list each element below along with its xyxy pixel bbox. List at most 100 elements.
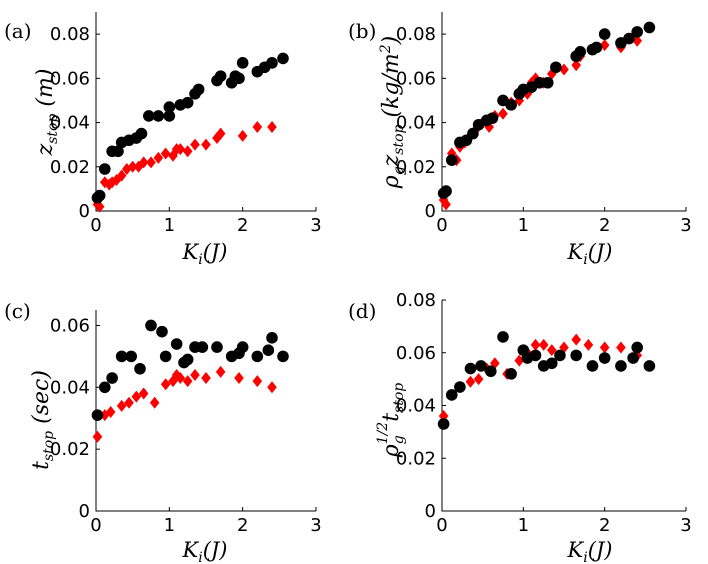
data-point-circle (631, 26, 643, 38)
y-tick-label: 0 (79, 501, 90, 522)
data-point-diamond (201, 372, 211, 385)
data-point-circle (529, 349, 542, 362)
data-point-diamond (559, 63, 569, 76)
x-tick-label: 2 (599, 515, 610, 536)
data-point-circle (475, 360, 487, 372)
data-point-diamond (138, 156, 149, 169)
data-point-circle (163, 110, 176, 122)
data-point-circle (623, 32, 635, 45)
y-tick-label: 0 (79, 201, 90, 222)
data-point-diamond (465, 375, 476, 388)
panel-label: (d) (348, 299, 376, 323)
x-tick-label: 1 (164, 215, 175, 236)
data-point-diamond (190, 138, 200, 151)
data-point-circle (196, 341, 209, 353)
y-tick-label: 0.04 (50, 377, 90, 398)
data-point-diamond (571, 333, 581, 346)
data-point-circle (586, 360, 599, 372)
panel-label: (a) (4, 19, 32, 43)
data-point-diamond (237, 129, 248, 142)
data-point-circle (277, 52, 289, 65)
data-point-diamond (116, 399, 127, 412)
data-point-circle (156, 325, 168, 338)
y-tick-label: 0.02 (50, 439, 90, 460)
data-point-circle (236, 341, 249, 353)
data-point-circle (91, 409, 104, 421)
x-axis-label: Ki(J) (567, 240, 613, 268)
data-point-circle (445, 154, 458, 166)
data-point-diamond (116, 169, 127, 182)
y-tick-label: 0 (425, 501, 436, 522)
y-tick-label: 0.06 (396, 343, 436, 364)
data-point-circle (454, 381, 466, 393)
data-point-circle (266, 57, 278, 69)
data-point-circle (546, 357, 558, 370)
x-axis-label: Ki(J) (182, 240, 228, 268)
data-point-circle (486, 112, 499, 124)
data-point-diamond (441, 198, 451, 211)
y-tick-label: 0.08 (50, 24, 90, 45)
data-point-diamond (138, 387, 149, 400)
x-tick-label: 3 (310, 215, 321, 236)
x-tick-label: 0 (90, 515, 101, 536)
data-point-diamond (105, 406, 116, 419)
data-point-circle (211, 341, 223, 353)
data-point-circle (533, 76, 546, 89)
data-point-circle (277, 350, 289, 363)
data-point-circle (112, 145, 124, 158)
data-point-circle (145, 319, 157, 332)
y-axis-label: ρgzstop (kg/m2) (378, 36, 407, 189)
data-point-diamond (127, 160, 138, 173)
data-point-circle (574, 46, 587, 58)
data-point-diamond (122, 162, 132, 175)
data-point-circle (233, 72, 245, 85)
x-tick-label: 0 (90, 215, 101, 236)
data-point-diamond (583, 338, 594, 351)
data-point-diamond (547, 344, 557, 357)
x-tick-label: 0 (436, 215, 447, 236)
data-point-circle (125, 350, 137, 363)
data-point-circle (106, 372, 118, 384)
axis-lines (441, 300, 686, 512)
y-tick-label: 0.04 (396, 113, 436, 134)
data-point-diamond (215, 127, 226, 140)
data-point-diamond (175, 372, 186, 385)
data-point-diamond (473, 373, 484, 386)
data-point-circle (440, 185, 452, 197)
y-tick-label: 0.08 (396, 24, 436, 45)
y-tick-label: 0.04 (50, 113, 90, 134)
data-point-circle (262, 344, 275, 357)
data-point-diamond (530, 72, 541, 85)
data-point-diamond (146, 156, 156, 169)
panel-d: (d) ρg1/2tstop Ki(J) 0 1 2 3 0 0.02 0.04 0.06 0.… (348, 290, 692, 564)
data-point-circle (181, 353, 194, 366)
data-point-diamond (538, 338, 549, 351)
data-point-circle (99, 163, 111, 175)
x-tick-label: 1 (518, 515, 529, 536)
data-point-diamond (252, 120, 263, 133)
panel-a: (a) zstop (m) Ki(J) 0 1 2 300.020.040.060.0… (4, 12, 322, 268)
data-point-circle (152, 110, 165, 122)
axis-lines (95, 310, 316, 512)
data-point-diamond (92, 430, 103, 443)
data-point-circle (643, 360, 656, 372)
data-point-circle (627, 352, 639, 364)
y-tick-label: 0.02 (50, 157, 90, 178)
axis-lines (441, 12, 686, 212)
data-point-diamond (124, 396, 134, 409)
data-point-diamond (175, 143, 186, 156)
y-tick-label: 0.06 (50, 68, 90, 89)
data-point-circle (467, 127, 479, 140)
data-point-diamond (153, 151, 164, 164)
data-point-circle (505, 99, 517, 111)
data-point-circle (570, 349, 582, 362)
data-point-diamond (498, 107, 508, 120)
data-point-diamond (131, 390, 142, 403)
x-tick-label: 2 (599, 215, 610, 236)
data-point-circle (192, 83, 205, 96)
data-point-diamond (267, 120, 277, 133)
data-point-circle (99, 381, 111, 394)
data-point-circle (554, 349, 566, 362)
data-point-circle (550, 61, 562, 74)
data-point-circle (115, 350, 128, 363)
